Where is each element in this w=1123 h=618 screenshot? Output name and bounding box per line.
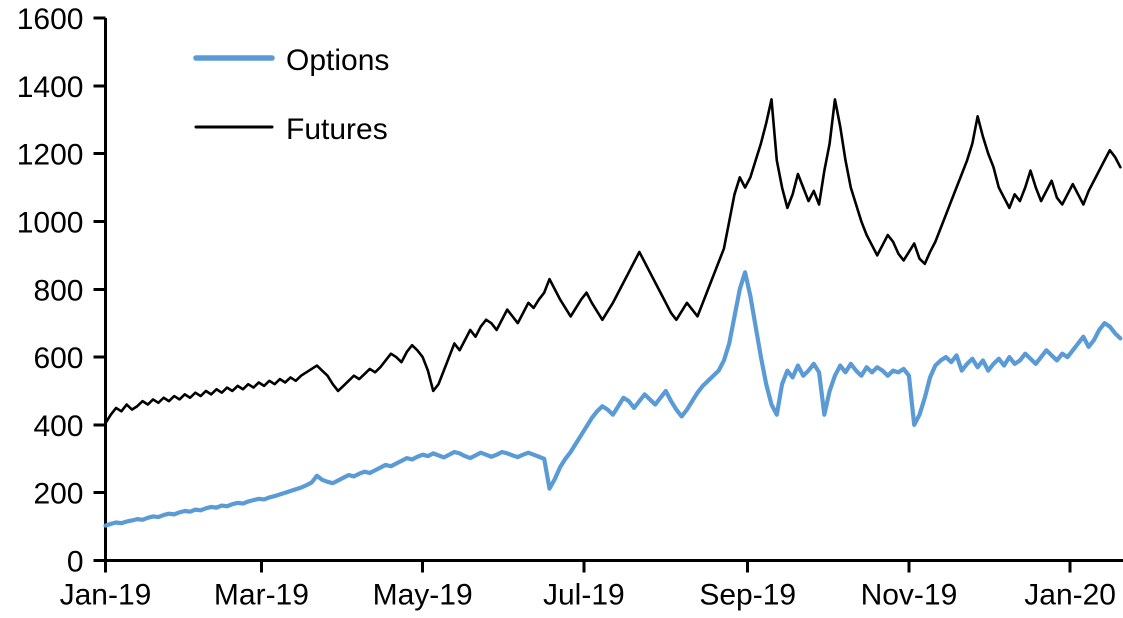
y-tick-label: 400 bbox=[33, 410, 83, 443]
y-tick-label: 600 bbox=[33, 342, 83, 375]
x-tick-label: May-19 bbox=[373, 579, 473, 612]
y-tick-label: 800 bbox=[33, 274, 83, 307]
legend-label-futures: Futures bbox=[286, 113, 388, 146]
x-tick-label: Jan-19 bbox=[60, 579, 152, 612]
futures-line-series bbox=[104, 98, 1122, 425]
x-tick-label: Mar-19 bbox=[214, 579, 309, 612]
y-tick-label: 0 bbox=[67, 546, 84, 579]
x-tick-label: Sep-19 bbox=[699, 579, 796, 612]
x-axis-tick-marks bbox=[104, 560, 1072, 573]
x-axis-tick-labels: Jan-19 Mar-19 May-19 Jul-19 Sep-19 Nov-19 Jan-… bbox=[60, 579, 1116, 612]
options-line-series bbox=[103, 270, 1123, 528]
legend: Options Futures bbox=[193, 44, 389, 146]
y-tick-label: 1400 bbox=[17, 71, 84, 104]
legend-label-options: Options bbox=[286, 44, 389, 77]
y-axis-tick-marks bbox=[93, 16, 106, 562]
y-tick-label: 1000 bbox=[17, 206, 84, 239]
x-tick-label: Nov-19 bbox=[861, 579, 958, 612]
y-tick-label: 1600 bbox=[17, 3, 84, 36]
x-tick-label: Jul-19 bbox=[543, 579, 625, 612]
y-axis-tick-labels: 0 200 400 600 800 1000 1200 1400 1600 bbox=[17, 3, 84, 579]
x-tick-label: Jan-20 bbox=[1024, 579, 1116, 612]
y-tick-label: 1200 bbox=[17, 139, 84, 172]
y-tick-label: 200 bbox=[33, 478, 83, 511]
